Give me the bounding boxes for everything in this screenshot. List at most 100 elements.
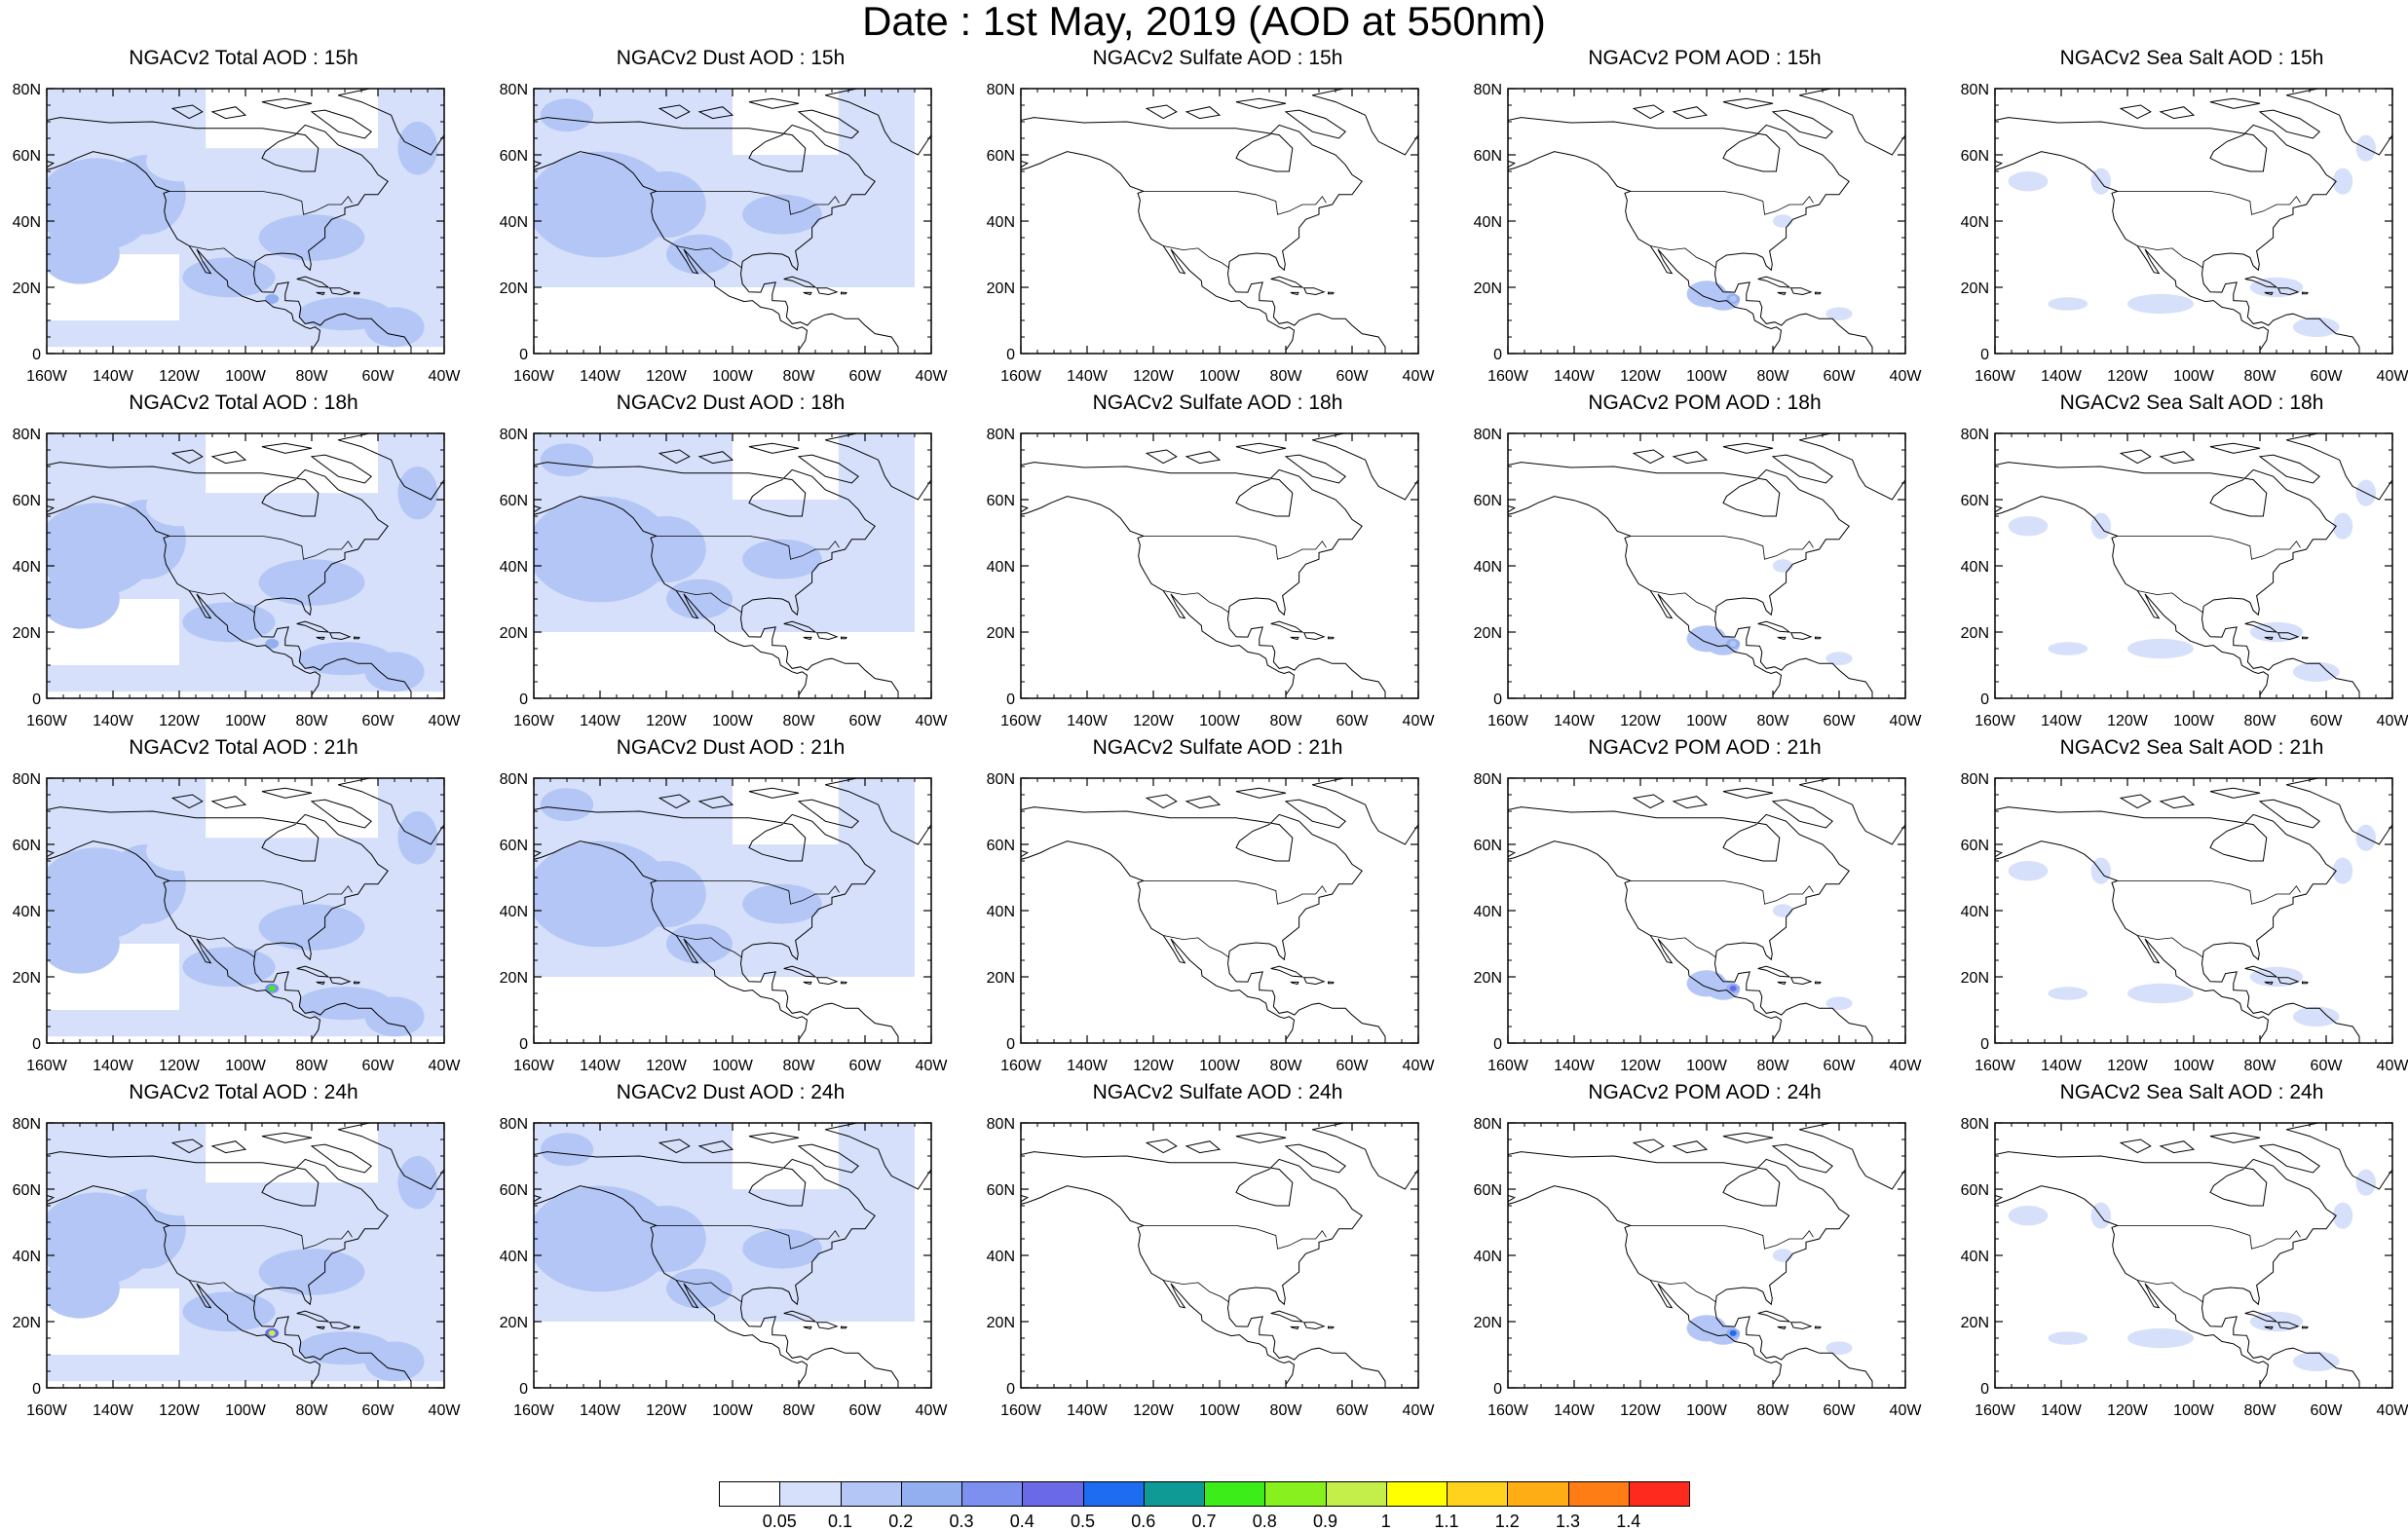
y-tick-label: 20N: [1961, 280, 1989, 297]
aod-area: [1773, 559, 1793, 573]
greenland-outline: [2286, 433, 2392, 501]
aod-area: [258, 559, 365, 606]
y-tick-label: 80N: [1474, 1116, 1502, 1133]
coastlines: [47, 1123, 444, 1388]
aod-area: [258, 904, 365, 951]
y-tick-label: 0: [1493, 691, 1502, 708]
island-outline: [783, 965, 817, 978]
island-outline: [1328, 1326, 1335, 1329]
map-plot: 160W 140W 120W 100W 80W 60W 40W 0 20N 40N 60N 80N: [987, 82, 1436, 385]
y-tick-label: 40N: [13, 559, 41, 576]
panel-title: NGACv2 Total AOD : 21h: [129, 736, 358, 759]
x-tick-label: 100W: [2173, 1402, 2215, 1419]
coastlines: [1995, 1123, 2392, 1388]
island-outline: [1235, 97, 1287, 109]
us-canada-border: [2117, 880, 2301, 905]
colorbar-label: 0.9: [1312, 1512, 1338, 1531]
aod-area: [258, 214, 365, 261]
y-tick-label: 60N: [987, 148, 1015, 165]
y-tick-label: 0: [32, 691, 41, 708]
aod-hotspot-core: [268, 295, 276, 302]
island-outline: [310, 454, 372, 484]
x-tick-label: 140W: [93, 713, 134, 729]
colorbar-label: 0.7: [1191, 1512, 1217, 1531]
island-outline: [1328, 981, 1335, 985]
x-tick-label: 120W: [1133, 1058, 1175, 1074]
island-outline: [1328, 291, 1335, 295]
x-tick-label: 80W: [783, 713, 816, 729]
island-outline: [1815, 636, 1822, 640]
island-outline: [1722, 442, 1774, 454]
x-tick-label: 120W: [159, 1058, 201, 1074]
aod-area: [2127, 983, 2194, 1004]
y-tick-label: 60N: [13, 493, 41, 509]
y-tick-label: 40N: [987, 559, 1015, 576]
island-outline: [2159, 106, 2196, 120]
y-tick-label: 20N: [1474, 625, 1502, 642]
island-outline: [2302, 981, 2309, 985]
colorbar-label: 0.05: [762, 1512, 797, 1531]
x-tick-label: 80W: [783, 368, 816, 385]
x-tick-label: 160W: [1000, 1058, 1042, 1074]
y-tick-label: 40N: [1474, 904, 1502, 920]
x-tick-label: 160W: [1975, 368, 2016, 385]
island-outline: [354, 981, 360, 985]
island-outline: [261, 787, 313, 799]
island-outline: [328, 1322, 352, 1330]
island-outline: [780, 89, 837, 90]
x-tick-label: 120W: [1620, 1058, 1662, 1074]
aod-area: [540, 1133, 594, 1167]
panel-title: NGACv2 Dust AOD : 21h: [616, 736, 846, 759]
continent-outline: [47, 806, 412, 1043]
y-tick-label: 60N: [13, 838, 41, 854]
y-tick-label: 0: [1493, 1381, 1502, 1398]
colorbar-label: 1.3: [1555, 1512, 1581, 1531]
x-tick-label: 40W: [1890, 368, 1923, 385]
x-tick-label: 80W: [2244, 713, 2277, 729]
aod-area: [540, 443, 594, 477]
aod-area: [2293, 317, 2340, 337]
island-outline: [1771, 109, 1833, 139]
y-tick-label: 0: [1980, 1036, 1989, 1053]
colorbar-swatch: [1022, 1481, 1084, 1507]
y-tick-label: 60N: [500, 1182, 528, 1199]
x-tick-label: 60W: [2311, 368, 2344, 385]
x-tick-label: 60W: [362, 713, 395, 729]
aod-area: [540, 788, 594, 822]
aod-area: [364, 996, 425, 1037]
y-tick-label: 80N: [500, 1116, 528, 1133]
coastlines: [1508, 433, 1905, 698]
x-tick-label: 140W: [93, 1058, 134, 1074]
greenland-outline: [338, 433, 444, 501]
island-outline: [316, 981, 325, 986]
island-outline: [1754, 433, 1811, 434]
aod-area: [364, 652, 425, 692]
island-outline: [2276, 287, 2300, 296]
x-tick-label: 40W: [2377, 368, 2408, 385]
x-tick-label: 100W: [1686, 713, 1728, 729]
x-tick-label: 120W: [646, 713, 688, 729]
x-tick-label: 120W: [646, 368, 688, 385]
x-tick-label: 40W: [916, 1058, 949, 1074]
aod-area: [2127, 638, 2194, 659]
y-tick-label: 20N: [13, 625, 41, 642]
map-plot: 160W 140W 120W 100W 80W 60W 40W 0 20N 40N 60N 80N: [500, 771, 949, 1074]
island-outline: [1185, 106, 1222, 120]
island-outline: [310, 1143, 372, 1174]
colorbar-label: 1: [1380, 1512, 1391, 1531]
aod-area: [2008, 171, 2049, 192]
map-panel: NGACv2 POM AOD : 21h 160W 140W 120W 100W 80W 6…: [1461, 735, 1948, 1074]
continent-outline: [1508, 117, 1873, 354]
aod-field: [1021, 433, 1418, 698]
island-outline: [2302, 1326, 2309, 1329]
y-tick-label: 0: [1493, 1036, 1502, 1053]
aod-clear-area: [534, 632, 931, 692]
island-outline: [170, 449, 204, 465]
coastlines: [1508, 89, 1905, 354]
x-tick-label: 120W: [2107, 713, 2149, 729]
aod-area: [1825, 996, 1853, 1010]
island-outline: [2302, 291, 2309, 295]
map-plot: 160W 140W 120W 100W 80W 60W 40W 0 20N 40N 60N 80N: [1961, 771, 2408, 1074]
island-outline: [293, 778, 350, 779]
x-tick-label: 40W: [1890, 713, 1923, 729]
